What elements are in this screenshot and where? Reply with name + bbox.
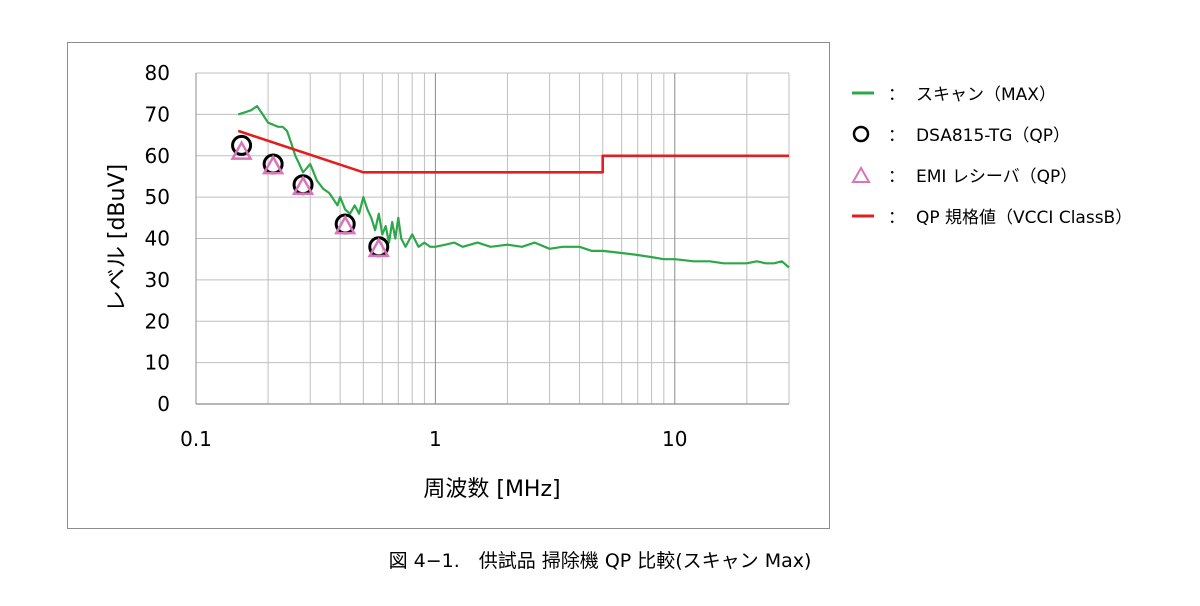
x-tick-label: 0.1 bbox=[180, 427, 212, 451]
legend: ： スキャン（MAX） ： DSA815-TG（QP） ： EMI レシーバ（Q… bbox=[850, 72, 1195, 236]
legend-item-limit: ： QP 規格値（VCCI ClassB） bbox=[850, 195, 1195, 236]
legend-label: QP 規格値（VCCI ClassB） bbox=[916, 208, 1133, 228]
data-point-dsa bbox=[231, 134, 253, 156]
figure-caption: 図 4−1. 供試品 掃除機 QP 比較(スキャン Max) bbox=[388, 550, 812, 572]
line-swatch-icon bbox=[852, 214, 874, 217]
series-layer bbox=[230, 104, 790, 269]
data-point-emi bbox=[367, 237, 390, 258]
y-axis-title: レベル [dBuV] bbox=[105, 164, 130, 312]
legend-label: EMI レシーバ（QP） bbox=[916, 167, 1078, 187]
x-tick-label: 1 bbox=[429, 427, 442, 451]
series-line-scan bbox=[237, 104, 790, 269]
triangle-marker-icon bbox=[851, 165, 871, 183]
legend-label: DSA815-TG（QP） bbox=[916, 126, 1071, 146]
tick-labels: 0 10 20 30 40 50 60 70 80 0.1 1 10 bbox=[145, 61, 688, 451]
legend-separator: ： bbox=[888, 85, 905, 105]
legend-separator: ： bbox=[888, 167, 905, 187]
data-point-emi bbox=[291, 175, 315, 196]
grid-lines bbox=[195, 72, 790, 405]
line-swatch-icon bbox=[852, 91, 874, 94]
legend-separator: ： bbox=[888, 126, 905, 146]
x-axis-title: 周波数 [MHz] bbox=[423, 477, 560, 502]
y-tick-label: 20 bbox=[145, 309, 170, 333]
legend-label: スキャン（MAX） bbox=[916, 85, 1056, 105]
legend-item-emi: ： EMI レシーバ（QP） bbox=[850, 154, 1195, 195]
y-tick-label: 70 bbox=[145, 102, 170, 126]
y-tick-label: 30 bbox=[145, 268, 170, 292]
y-tick-label: 50 bbox=[145, 185, 170, 209]
legend-item-scan: ： スキャン（MAX） bbox=[850, 72, 1195, 113]
y-tick-label: 60 bbox=[145, 144, 170, 168]
data-point-emi bbox=[334, 214, 357, 235]
circle-marker-icon bbox=[852, 125, 870, 142]
legend-separator: ： bbox=[888, 208, 905, 228]
y-tick-label: 40 bbox=[145, 227, 170, 251]
y-tick-label: 80 bbox=[145, 61, 170, 85]
series-line-limit bbox=[237, 129, 789, 174]
chart-frame bbox=[67, 42, 830, 529]
y-tick-label: 10 bbox=[145, 351, 170, 375]
x-tick-label: 10 bbox=[662, 427, 687, 451]
data-point-emi bbox=[261, 154, 285, 175]
y-tick-label: 0 bbox=[157, 392, 170, 416]
data-point-emi bbox=[230, 140, 253, 160]
legend-item-dsa: ： DSA815-TG（QP） bbox=[850, 113, 1195, 154]
